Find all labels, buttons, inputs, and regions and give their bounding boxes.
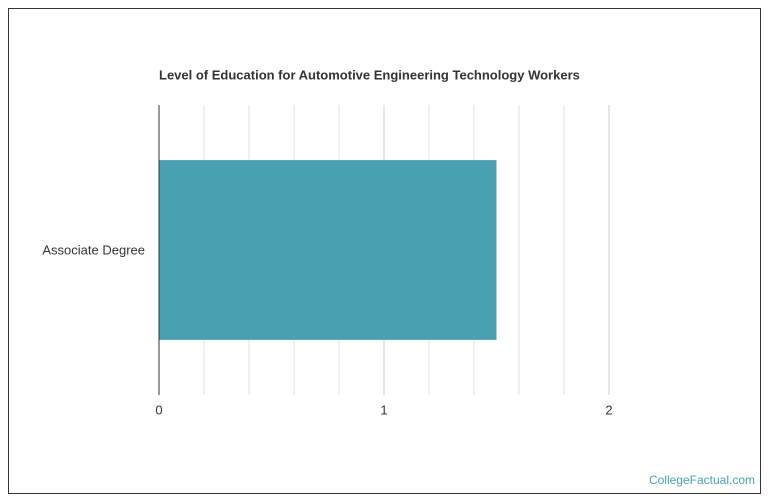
bar <box>159 160 497 340</box>
chart-title: Level of Education for Automotive Engine… <box>159 67 580 82</box>
x-tick-label: 2 <box>605 402 612 417</box>
x-tick-label: 0 <box>155 402 162 417</box>
x-tick-label: 1 <box>380 402 387 417</box>
y-tick-label: Associate Degree <box>42 242 145 257</box>
watermark: CollegeFactual.com <box>649 473 755 487</box>
